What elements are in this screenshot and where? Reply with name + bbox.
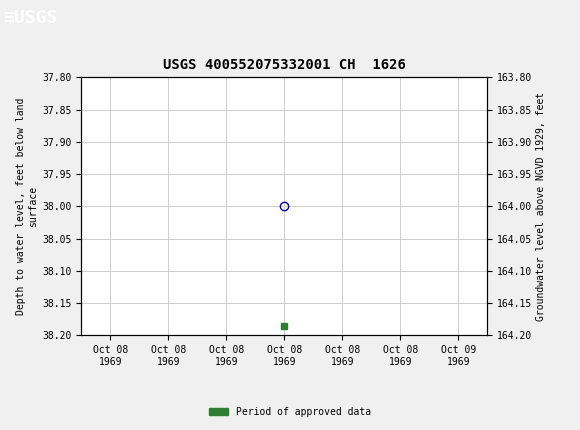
Y-axis label: Groundwater level above NGVD 1929, feet: Groundwater level above NGVD 1929, feet: [536, 92, 546, 321]
Title: USGS 400552075332001 CH  1626: USGS 400552075332001 CH 1626: [163, 58, 405, 72]
Y-axis label: Depth to water level, feet below land
surface: Depth to water level, feet below land su…: [16, 98, 38, 315]
Legend: Period of approved data: Period of approved data: [205, 403, 375, 421]
Text: ≡USGS: ≡USGS: [3, 9, 57, 27]
